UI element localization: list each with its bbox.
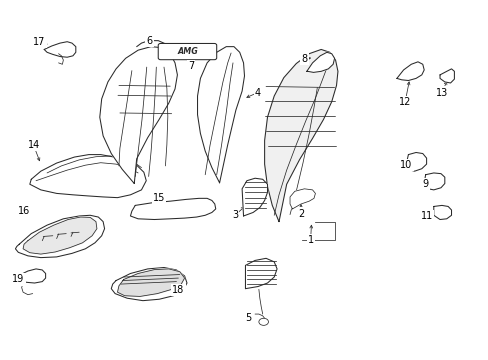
Polygon shape <box>306 52 334 72</box>
Polygon shape <box>396 62 424 81</box>
Polygon shape <box>197 47 244 183</box>
Polygon shape <box>111 267 186 301</box>
Polygon shape <box>289 189 315 209</box>
Polygon shape <box>242 178 267 216</box>
Text: 16: 16 <box>18 206 30 216</box>
Text: 12: 12 <box>398 98 410 107</box>
Text: 17: 17 <box>33 37 45 47</box>
Text: 18: 18 <box>172 285 184 295</box>
Text: 5: 5 <box>244 313 251 323</box>
Polygon shape <box>130 198 215 220</box>
Polygon shape <box>117 269 184 296</box>
FancyBboxPatch shape <box>158 44 216 60</box>
Polygon shape <box>433 206 450 220</box>
Text: 8: 8 <box>301 54 307 64</box>
Polygon shape <box>30 154 146 198</box>
Polygon shape <box>406 153 426 171</box>
Polygon shape <box>264 49 337 222</box>
Text: 7: 7 <box>187 62 194 71</box>
Text: 13: 13 <box>435 87 447 98</box>
Text: 15: 15 <box>153 193 165 203</box>
Polygon shape <box>16 215 104 258</box>
Polygon shape <box>18 269 45 283</box>
Text: 1: 1 <box>307 235 313 245</box>
Text: 4: 4 <box>254 87 261 98</box>
Text: 9: 9 <box>422 179 428 189</box>
Text: 3: 3 <box>231 210 238 220</box>
Polygon shape <box>424 173 444 190</box>
Polygon shape <box>245 258 277 289</box>
Text: AMG: AMG <box>177 47 198 56</box>
Polygon shape <box>44 42 76 57</box>
Text: 10: 10 <box>400 160 412 170</box>
Text: 14: 14 <box>27 140 40 150</box>
Polygon shape <box>100 47 177 184</box>
Text: 2: 2 <box>297 208 304 219</box>
Text: 19: 19 <box>12 274 24 284</box>
Text: 6: 6 <box>146 36 152 46</box>
Polygon shape <box>439 69 453 83</box>
Text: 11: 11 <box>420 211 432 221</box>
Circle shape <box>258 318 268 325</box>
Polygon shape <box>23 217 97 254</box>
